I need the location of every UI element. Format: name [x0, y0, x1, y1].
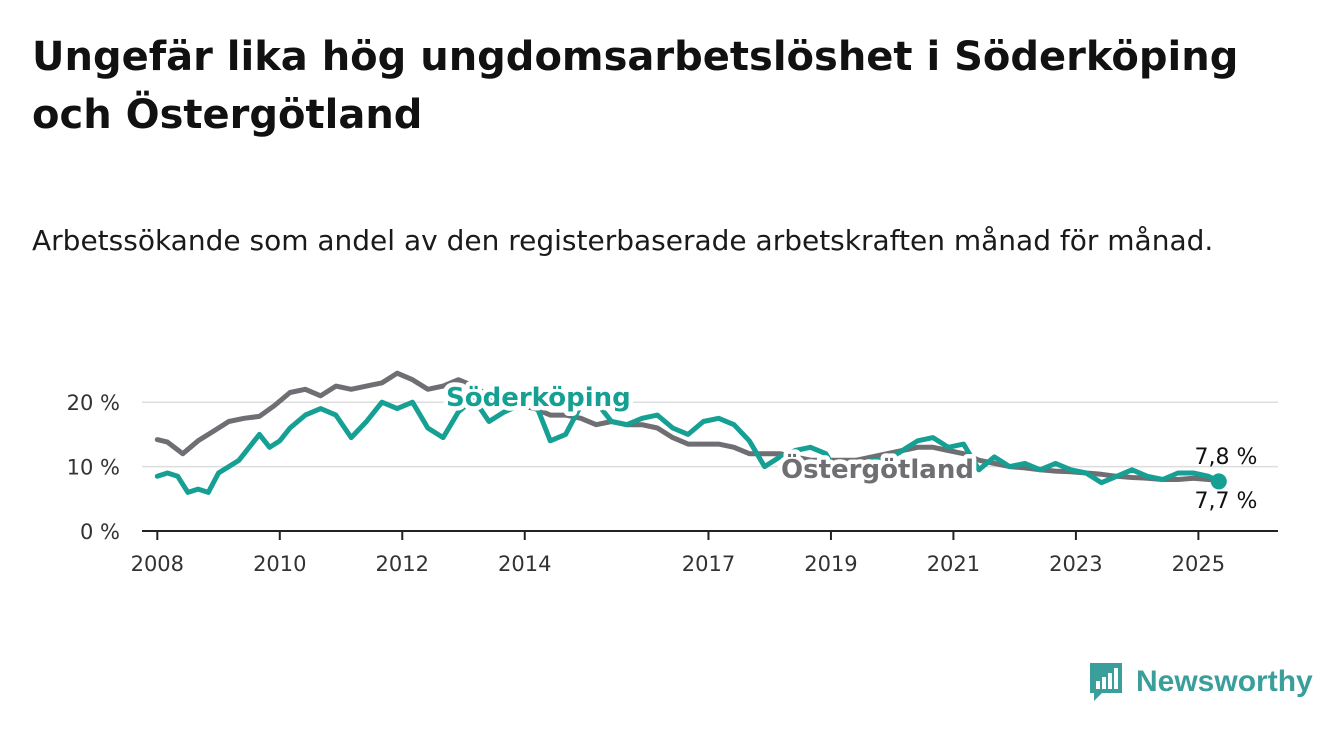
x-axis: 2008 2010 2012 2014 2017 2019 2021 2023 2025 [131, 530, 1278, 576]
end-value-soderkoping: 7,7 % [1195, 489, 1258, 514]
x-tick-label: 2014 [498, 552, 551, 576]
x-tick-label: 2023 [1049, 552, 1102, 576]
series-label-ostergotland: Östergötland [781, 452, 974, 485]
newsworthy-logo: Newsworthy [1088, 660, 1313, 704]
brand-name: Newsworthy [1136, 665, 1313, 698]
x-tick-label: 2019 [804, 552, 857, 576]
chart-subtitle: Arbetssökande som andel av den registerb… [32, 224, 1214, 257]
x-tick-label: 2012 [376, 552, 429, 576]
gridlines [142, 401, 1278, 468]
end-value-ostergotland: 7,8 % [1195, 445, 1258, 470]
series-line-soderkoping [154, 396, 1222, 495]
series-label-soderkoping: Söderköping [446, 383, 631, 413]
chart-title: Ungefär lika hög ungdomsarbetslöshet i S… [32, 34, 1239, 138]
y-tick-label: 10 % [67, 456, 120, 480]
series-labels: Söderköping Östergötland 7,8 % 7,7 % [442, 379, 1258, 515]
y-tick-label: 20 % [67, 391, 120, 415]
end-point-soderkoping [1210, 473, 1227, 490]
x-tick-label: 2025 [1172, 552, 1225, 576]
x-tick-label: 2017 [682, 552, 735, 576]
y-axis: 0 % 10 % 20 % [67, 391, 120, 544]
y-tick-label: 0 % [80, 520, 120, 544]
bar-chart-icon [1090, 663, 1122, 701]
x-tick-label: 2008 [131, 552, 184, 576]
line-chart: 0 % 10 % 20 % 2008 2010 2012 2014 2017 2019 2021… [67, 370, 1278, 576]
series-lines [154, 370, 1227, 495]
x-tick-label: 2010 [253, 552, 306, 576]
x-tick-label: 2021 [927, 552, 980, 576]
